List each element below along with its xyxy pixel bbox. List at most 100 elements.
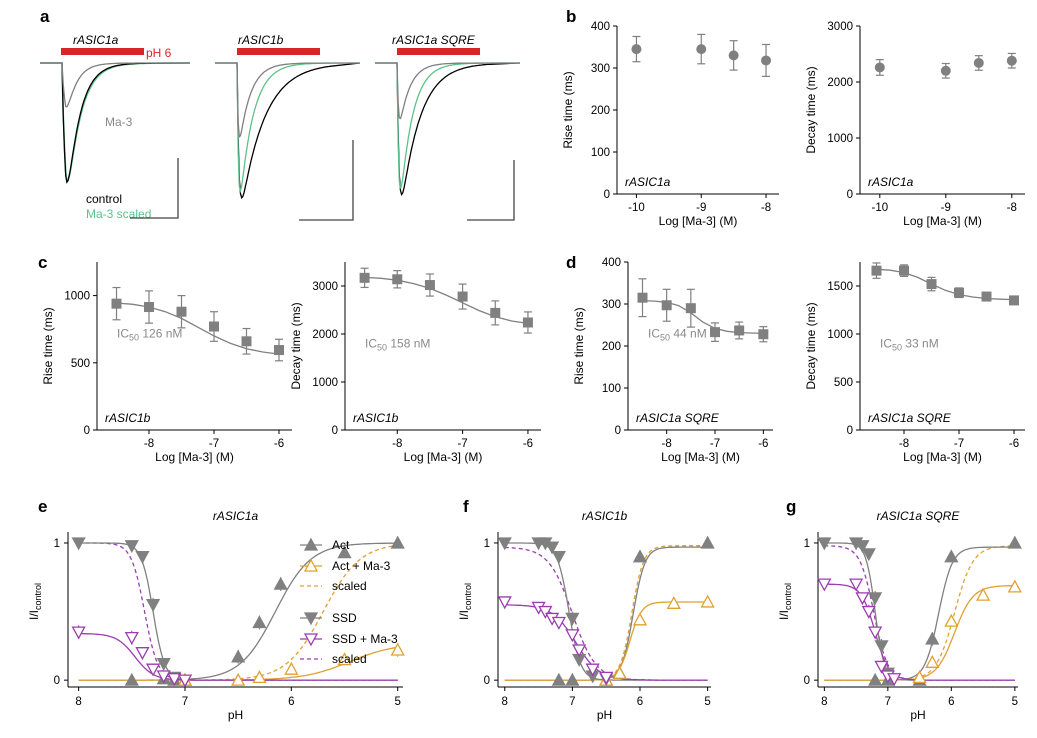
point-act-ma3-f bbox=[612, 665, 627, 679]
panel-label-b: b bbox=[566, 7, 576, 26]
point-ssd-f bbox=[565, 612, 580, 626]
data-point-d1 bbox=[758, 329, 769, 340]
data-point-c1 bbox=[176, 306, 187, 317]
y-label-main: I/I bbox=[27, 610, 41, 620]
ph-bar-2 bbox=[237, 48, 320, 55]
x-tick-label-c1: -7 bbox=[209, 438, 219, 450]
y-tick-label-c2: 0 bbox=[332, 425, 338, 437]
trace-title-rasic1b: rASIC1b bbox=[238, 33, 284, 47]
trace-ma3-scaled-3 bbox=[375, 62, 521, 189]
x-tick-label-g: 7 bbox=[885, 696, 891, 708]
point-act-ma3-e bbox=[337, 652, 352, 666]
ic50-prefix: IC bbox=[648, 327, 660, 341]
scale-bar-1 bbox=[130, 158, 179, 219]
panel-label-g: g bbox=[786, 497, 796, 516]
y-tick-label-g: 1 bbox=[804, 538, 810, 550]
data-point-c1 bbox=[274, 345, 284, 356]
y-axis-label-d1: Rise time (ms) bbox=[572, 307, 586, 384]
data-point-b2 bbox=[940, 65, 951, 76]
point-act-e bbox=[231, 649, 246, 663]
x-axis-label-c2: Log [Ma-3] (M) bbox=[404, 450, 483, 464]
point-act-ma3-g bbox=[1007, 579, 1022, 593]
x-tick-label-g: 5 bbox=[1012, 696, 1018, 708]
data-point-d2 bbox=[981, 291, 992, 302]
ic50-label-c1: IC50 126 nM bbox=[117, 327, 182, 343]
ic50-prefix: IC bbox=[117, 327, 129, 341]
legend-label-actma: Act + Ma-3 bbox=[332, 559, 391, 573]
fit-curve-d2 bbox=[876, 268, 1015, 301]
point-act-e bbox=[273, 576, 288, 590]
point-act-g bbox=[1007, 535, 1022, 549]
annotation-c2: rASIC1b bbox=[353, 411, 399, 425]
y-tick-label-f: 1 bbox=[484, 538, 490, 550]
y-axis-label-d2: Decay time (ms) bbox=[804, 302, 818, 389]
y-tick-label-b2: 2000 bbox=[827, 77, 853, 89]
ma3-trace-label: Ma-3 bbox=[105, 115, 133, 129]
x-tick-label-e: 8 bbox=[75, 696, 81, 708]
y-axis-label-c2: Decay time (ms) bbox=[289, 302, 303, 389]
data-point-d1 bbox=[661, 300, 672, 311]
y-tick-label-d2: 0 bbox=[847, 425, 853, 437]
y-axis-label-e: I/Icontrol bbox=[27, 583, 43, 620]
y-axis-label-c1: Rise time (ms) bbox=[41, 307, 55, 384]
point-ssd-ma3-g bbox=[861, 605, 876, 619]
x-tick-label-d2: -7 bbox=[954, 438, 964, 450]
point-ssd-ma3-e bbox=[167, 673, 182, 687]
x-tick-label-d2: -8 bbox=[899, 438, 909, 450]
legend-marker-ssd-ma3 bbox=[303, 633, 319, 647]
data-point-c2 bbox=[490, 307, 501, 318]
y-axis-label-f: I/Icontrol bbox=[457, 583, 473, 620]
x-axis-label-d1: Log [Ma-3] (M) bbox=[661, 450, 740, 464]
data-point-d1 bbox=[734, 325, 745, 336]
trace-title-rasic1a: rASIC1a bbox=[73, 33, 119, 47]
legend-marker-act-ma3 bbox=[303, 558, 319, 572]
ic50-value: 126 nM bbox=[139, 327, 182, 341]
point-ssd-e bbox=[71, 537, 86, 551]
chart-g: 0 1 8 7 6 5 pH rASIC1a SQRE I/Icontrol bbox=[777, 509, 1022, 722]
point-ssd-ma3-f bbox=[572, 644, 587, 658]
x-axis-label-e: pH bbox=[228, 708, 243, 722]
point-ssd-ma3-g bbox=[887, 673, 902, 687]
fit-ssd-g bbox=[824, 542, 1015, 681]
x-axis-label-b1: Log [Ma-3] (M) bbox=[659, 214, 738, 228]
panel-label-f: f bbox=[463, 497, 469, 516]
point-act-ma3-f bbox=[632, 612, 648, 626]
data-point-c1 bbox=[209, 321, 219, 332]
fit-curve-c1 bbox=[116, 302, 280, 355]
ic50-label-d2: IC50 33 nM bbox=[880, 337, 939, 353]
y-tick-label-d1: 400 bbox=[602, 257, 621, 269]
y-tick-label-c2: 1000 bbox=[312, 377, 338, 389]
point-ssd-ma3-e bbox=[135, 647, 150, 661]
annotation-b2: rASIC1a bbox=[868, 175, 914, 189]
data-point-b1 bbox=[728, 50, 739, 61]
point-ssd-ma3-g bbox=[855, 592, 870, 606]
y-tick-label-b1: 0 bbox=[604, 189, 610, 201]
y-tick-label-d2: 1000 bbox=[827, 329, 853, 341]
point-ssd-ma3-f bbox=[585, 663, 600, 677]
x-tick-label-d1: -7 bbox=[710, 438, 720, 450]
y-axis-label-g: I/Icontrol bbox=[777, 583, 793, 620]
fit-act-scaled-f bbox=[504, 545, 708, 681]
chart-c1: 0 500 1000 -8 -7 -6 Log [Ma-3] (M) Rise time (m… bbox=[41, 262, 292, 464]
data-point-c2 bbox=[457, 291, 468, 302]
ic50-sub: 50 bbox=[892, 343, 902, 353]
chart-title-f: rASIC1b bbox=[582, 509, 628, 523]
point-ssd-ma3-f bbox=[497, 596, 512, 610]
point-act-g bbox=[925, 631, 940, 645]
trace-ma3-1 bbox=[40, 62, 190, 108]
y-axis-label-b2: Decay time (ms) bbox=[804, 66, 818, 153]
y-label-sub: control bbox=[463, 583, 473, 610]
data-point-b2 bbox=[973, 57, 984, 68]
point-ssd-ma3-f bbox=[538, 605, 553, 619]
y-tick-label-d1: 200 bbox=[602, 341, 621, 353]
x-axis-label-c1: Log [Ma-3] (M) bbox=[155, 450, 234, 464]
point-act-ma3-e bbox=[390, 642, 405, 656]
data-point-b1 bbox=[696, 44, 707, 55]
x-tick-label-f: 6 bbox=[637, 696, 643, 708]
x-tick-label-c2: -7 bbox=[457, 438, 467, 450]
data-point-d2 bbox=[926, 279, 937, 290]
y-label-main: I/I bbox=[457, 610, 471, 620]
point-ssd-f bbox=[551, 551, 566, 565]
ic50-sub: 50 bbox=[660, 333, 670, 343]
annotation-d2: rASIC1a SQRE bbox=[868, 411, 952, 425]
